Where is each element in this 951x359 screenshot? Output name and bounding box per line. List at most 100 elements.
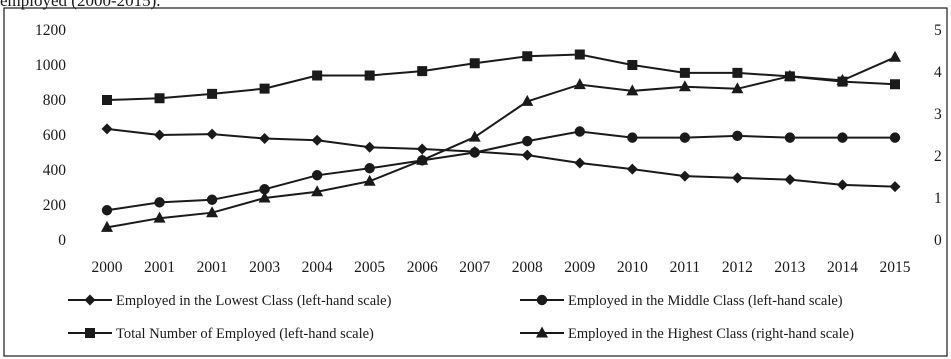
left-tick-label: 1200	[35, 22, 66, 39]
series-triangle	[101, 50, 901, 232]
square-point	[627, 60, 638, 70]
x-tick-label: 2015	[880, 259, 911, 276]
square-point	[364, 70, 375, 81]
diamond-point	[416, 143, 428, 155]
diamond-point	[259, 133, 271, 144]
square-point	[679, 67, 690, 78]
diamond-point	[731, 172, 743, 184]
diamond-point	[574, 157, 586, 169]
circle-point	[259, 184, 270, 195]
circle-point	[154, 197, 165, 208]
x-tick-label: 2014	[827, 259, 858, 276]
left-tick-label: 0	[58, 232, 66, 249]
diamond-point	[626, 163, 638, 175]
square-point	[154, 93, 165, 104]
x-axis: 2000 2001 2001 2003 2004 2005 2006 2007 2008 2009…	[92, 259, 911, 276]
triangle-point	[783, 69, 796, 81]
triangle-point	[678, 80, 691, 92]
right-tick-label: 3	[934, 106, 942, 123]
left-tick-label: 400	[43, 162, 67, 179]
triangle-point	[626, 84, 639, 96]
legend-diamond-marker	[84, 294, 96, 306]
square-point	[102, 95, 112, 105]
triangle-point	[311, 185, 324, 197]
legend-item: Employed in the Lowest Class (left-hand …	[68, 293, 392, 309]
square-point	[417, 66, 428, 77]
plot-area	[101, 49, 901, 232]
triangle-point	[363, 174, 376, 186]
series-line	[106, 127, 896, 188]
series-circle	[101, 126, 901, 216]
triangle-point	[258, 191, 271, 203]
right-tick-label: 0	[934, 232, 942, 249]
square-point	[312, 70, 323, 81]
triangle-point	[416, 153, 429, 165]
x-tick-label: 2000	[92, 259, 123, 276]
x-tick-label: 2007	[459, 259, 490, 276]
circle-point	[784, 132, 796, 143]
circle-point	[364, 163, 375, 174]
square-point	[259, 83, 270, 94]
legend-triangle-marker	[536, 326, 548, 338]
left-tick-label: 200	[43, 197, 67, 214]
right-axis: 0 1 2 3 4 5	[934, 22, 942, 249]
left-tick-label: 600	[43, 127, 67, 144]
x-tick-label: 2004	[302, 259, 333, 276]
right-tick-label: 5	[934, 22, 942, 39]
right-tick-label: 2	[934, 148, 942, 165]
triangle-point	[573, 78, 586, 90]
circle-point	[574, 126, 585, 137]
x-tick-label: 2001	[144, 259, 175, 276]
square-point	[890, 79, 900, 90]
diamond-point	[364, 141, 376, 153]
square-point	[574, 49, 585, 60]
x-tick-label: 2013	[774, 259, 805, 276]
triangle-point	[153, 211, 166, 223]
legend-item: Total Number of Employed (left-hand scal…	[68, 326, 374, 342]
x-tick-label: 2012	[722, 259, 753, 276]
diamond-point	[679, 170, 691, 182]
square-point	[469, 58, 480, 69]
diamond-point	[784, 174, 796, 186]
circle-point	[522, 135, 533, 147]
legend-item: Employed in the Highest Class (right-han…	[520, 326, 854, 342]
right-tick-label: 4	[934, 64, 942, 81]
legend-circle-marker	[536, 294, 548, 306]
diamond-point	[101, 123, 113, 135]
diamond-point	[521, 149, 533, 161]
x-tick-label: 2008	[512, 259, 543, 276]
triangle-point	[731, 82, 744, 94]
legend-item: Employed in the Middle Class (left-hand …	[520, 293, 843, 309]
circle-point	[837, 132, 848, 143]
circle-point	[311, 170, 323, 181]
diamond-point	[206, 128, 218, 140]
legend-label: Total Number of Employed (left-hand scal…	[116, 326, 374, 342]
diamond-point	[311, 134, 323, 146]
chart-caption: employed (2000-2015).	[0, 0, 161, 10]
diamond-point	[154, 129, 166, 141]
legend-label: Employed in the Highest Class (right-han…	[568, 326, 854, 342]
diamond-point	[889, 181, 901, 193]
square-point	[207, 88, 218, 99]
series-diamond	[101, 123, 901, 193]
circle-point	[627, 132, 638, 143]
x-tick-label: 2006	[407, 259, 438, 276]
circle-point	[206, 194, 218, 205]
triangle-point	[889, 50, 901, 62]
series-square	[102, 49, 900, 105]
legend-label: Employed in the Lowest Class (left-hand …	[116, 293, 392, 309]
triangle-point	[521, 94, 534, 106]
x-tick-label: 2001	[197, 259, 228, 276]
square-point	[732, 67, 743, 78]
square-point	[522, 51, 533, 62]
left-tick-label: 800	[43, 92, 67, 109]
left-tick-label: 1000	[35, 57, 66, 74]
circle-point	[679, 132, 691, 143]
triangle-point	[836, 73, 849, 85]
x-tick-label: 2011	[670, 259, 700, 276]
circle-point	[889, 132, 901, 143]
right-tick-label: 1	[934, 190, 942, 207]
triangle-point	[468, 130, 481, 142]
triangle-point	[101, 220, 113, 232]
